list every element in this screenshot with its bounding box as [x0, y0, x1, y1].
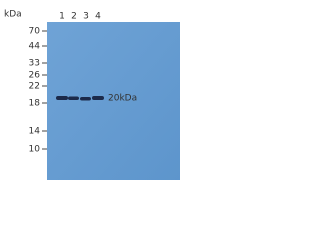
marker-label: 10: [29, 145, 41, 155]
lane-label: 4: [95, 12, 101, 22]
marker-label: 14: [29, 127, 41, 137]
bands: [56, 96, 104, 101]
marker-label: 22: [29, 82, 40, 92]
membrane: [47, 22, 180, 180]
marker-label: 44: [29, 42, 41, 52]
marker-ticks: [42, 30, 47, 150]
lane-label: 2: [71, 12, 77, 22]
lane-label: 3: [83, 12, 89, 22]
marker-label: 70: [29, 27, 41, 37]
band: [80, 97, 91, 101]
unit-label: kDa: [4, 10, 22, 20]
marker-label: 18: [29, 99, 41, 109]
band: [56, 96, 68, 100]
lane-label: 1: [59, 12, 65, 22]
band-label: 20kDa: [108, 94, 137, 104]
band: [92, 96, 104, 100]
blot-figure: kDa 1 2 3 4 70 44 33 26 22 18 14 10 20kD…: [4, 10, 180, 180]
marker-label: 26: [29, 71, 41, 81]
band: [68, 96, 79, 100]
marker-label: 33: [29, 59, 40, 69]
